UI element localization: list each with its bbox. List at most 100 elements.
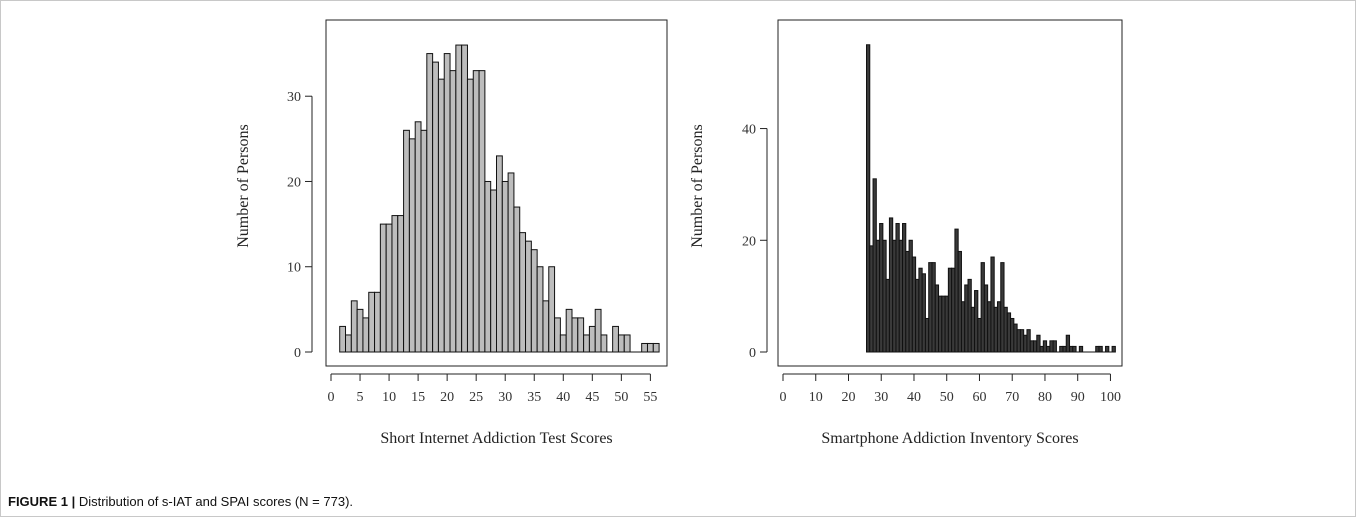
histogram-bar — [1052, 340, 1057, 353]
histogram-bar — [362, 317, 370, 353]
histogram-bar — [478, 70, 486, 353]
x-axis-title: Smartphone Addiction Inventory Scores — [821, 430, 1078, 447]
y-tick-label: 20 — [287, 175, 301, 190]
histogram-bar — [1105, 345, 1110, 353]
histogram-bar — [577, 317, 585, 353]
histogram-bar — [542, 300, 550, 353]
SPAI-histogram: 0 10 20 30 40 50 60 70 80 90 100 0 20 40 Smartphone Ad… — [689, 19, 1123, 447]
histogram-bar — [432, 61, 439, 353]
histogram-bar — [565, 308, 573, 353]
x-tick-label: 30 — [498, 390, 512, 405]
x-tick-label: 50 — [614, 390, 628, 405]
plot-frame — [777, 19, 1123, 367]
histogram-bar — [1098, 345, 1103, 353]
y-tick-label: 20 — [742, 234, 756, 249]
histogram-bar — [548, 266, 556, 353]
x-tick-label: 20 — [440, 390, 454, 405]
histogram-bar — [513, 206, 521, 353]
figure-caption: FIGURE 1 | Distribution of s-IAT and SPA… — [8, 494, 353, 509]
histogram-bar — [554, 317, 561, 353]
histogram-bar — [507, 172, 515, 353]
histogram-bar — [391, 215, 399, 353]
y-tick-label: 10 — [287, 261, 301, 276]
histogram-bar — [356, 308, 364, 353]
x-tick-label: 70 — [1005, 390, 1019, 405]
sIAT-histogram: 0 5 10 15 20 25 30 35 40 45 50 55 0 10 20 30 Short Inter… — [235, 19, 668, 447]
x-tick-label: 100 — [1100, 390, 1121, 405]
histogram-bar — [530, 249, 538, 353]
histogram-bar — [408, 138, 416, 353]
histogram-bar — [612, 325, 619, 353]
histogram-bar — [426, 53, 434, 353]
histogram-bar — [536, 266, 544, 353]
histogram-bar — [559, 334, 567, 353]
histogram-bar — [594, 308, 602, 353]
histogram-bar — [345, 334, 352, 353]
x-tick-label: 80 — [1038, 390, 1052, 405]
histogram-bar — [519, 232, 527, 353]
y-tick-label: 0 — [749, 346, 756, 361]
x-tick-label: 50 — [940, 390, 954, 405]
histogram-bar — [339, 325, 347, 353]
histogram-bar — [623, 334, 631, 353]
x-tick-label: 10 — [809, 390, 823, 405]
x-tick-label: 30 — [874, 390, 888, 405]
histogram-bar — [466, 78, 474, 353]
histogram-bar — [385, 223, 393, 353]
histogram-bar — [1072, 345, 1077, 353]
histogram-bar — [403, 129, 410, 353]
x-tick-label: 0 — [328, 390, 335, 405]
histogram-bar — [1078, 345, 1084, 353]
histogram-bar — [368, 291, 376, 353]
histogram-bar — [379, 223, 387, 353]
histogram-bar — [583, 334, 590, 353]
histogram-bar — [414, 121, 422, 353]
histogram-bar — [588, 325, 596, 353]
histogram-bar — [641, 342, 648, 353]
histogram-bar — [420, 129, 428, 353]
y-tick-label: 0 — [294, 346, 301, 361]
histogram-bar — [1111, 345, 1116, 353]
x-tick-label: 20 — [841, 390, 855, 405]
x-tick-label: 25 — [469, 390, 483, 405]
histogram-bar — [455, 44, 463, 353]
histogram-bar — [525, 240, 532, 353]
histogram-bar — [490, 189, 498, 353]
histogram-bar — [617, 334, 625, 353]
histogram-bar — [600, 334, 608, 353]
x-tick-label: 90 — [1071, 390, 1085, 405]
histogram-bar — [461, 44, 468, 353]
figure-label: FIGURE 1 | — [8, 494, 76, 509]
x-tick-label: 0 — [780, 390, 787, 405]
histogram-bar — [501, 180, 509, 353]
histogram-bar — [571, 317, 579, 353]
x-tick-label: 10 — [382, 390, 396, 405]
histogram-bar — [646, 342, 654, 353]
x-tick-label: 55 — [643, 390, 657, 405]
y-tick-label: 40 — [742, 123, 756, 138]
x-tick-label: 40 — [556, 390, 570, 405]
figure-caption-text: Distribution of s-IAT and SPAI scores (N… — [78, 494, 354, 509]
x-tick-label: 5 — [357, 390, 364, 405]
histogram-bar — [496, 155, 503, 353]
x-axis-title: Short Internet Addiction Test Scores — [380, 430, 612, 447]
y-axis-title: Number of Persons — [689, 124, 706, 248]
y-tick-label: 30 — [287, 90, 301, 105]
x-tick-label: 35 — [527, 390, 541, 405]
histogram-bar — [443, 53, 451, 353]
plot-frame — [325, 19, 668, 367]
x-tick-label: 15 — [411, 390, 425, 405]
histogram-bar — [472, 70, 480, 353]
x-tick-label: 40 — [907, 390, 921, 405]
histogram-bar — [652, 342, 660, 353]
histogram-bar — [484, 180, 492, 353]
x-tick-label: 60 — [972, 390, 986, 405]
histogram-bar — [397, 215, 405, 353]
histogram-bar — [350, 300, 358, 353]
x-tick-label: 45 — [585, 390, 599, 405]
histogram-bar — [449, 70, 457, 353]
histogram-bar — [374, 291, 381, 353]
y-axis-title: Number of Persons — [235, 124, 252, 248]
